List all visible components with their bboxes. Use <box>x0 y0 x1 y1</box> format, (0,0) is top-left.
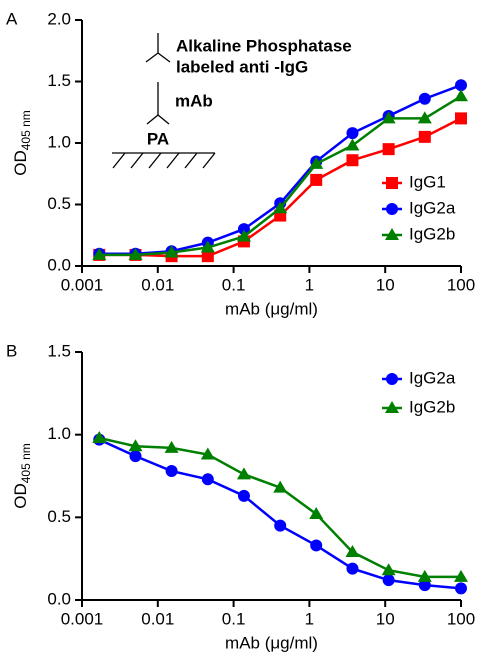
legend-label: IgG1 <box>409 172 446 191</box>
marker <box>418 130 431 143</box>
x-tick-label: 10 <box>376 609 395 628</box>
y-axis-label-sub: 405 nm <box>19 110 33 150</box>
marker <box>418 92 431 105</box>
marker <box>201 250 214 263</box>
marker <box>381 111 396 124</box>
y-tick-label: 2.0 <box>47 9 71 28</box>
x-tick-label: 0.01 <box>141 275 174 294</box>
x-axis-label: mAb (μg/ml) <box>225 633 318 652</box>
marker <box>381 563 396 576</box>
marker <box>310 173 323 186</box>
marker <box>454 569 468 582</box>
inset-diagram <box>112 33 216 169</box>
marker <box>236 229 251 242</box>
legend-label: IgG2a <box>409 198 456 217</box>
marker <box>455 112 467 125</box>
x-tick-label: 0.01 <box>141 609 174 628</box>
x-tick-label: 0.001 <box>61 275 104 294</box>
y-tick-label: 1.5 <box>47 341 71 360</box>
marker <box>345 545 360 558</box>
marker <box>417 111 432 124</box>
marker <box>165 465 178 478</box>
marker <box>346 127 359 140</box>
x-tick-label: 0.1 <box>222 275 246 294</box>
x-tick-label: 100 <box>447 275 475 294</box>
panel-label: B <box>6 341 17 360</box>
marker <box>386 177 398 189</box>
marker <box>309 507 324 520</box>
annotation: labeled anti -IgG <box>176 57 308 76</box>
marker <box>310 539 323 552</box>
marker <box>164 245 179 258</box>
marker <box>418 579 431 592</box>
series-line <box>99 84 462 255</box>
marker <box>386 203 398 215</box>
x-tick-label: 10 <box>376 275 395 294</box>
marker <box>345 138 360 151</box>
marker <box>237 489 250 502</box>
marker <box>201 473 214 486</box>
y-axis-label-main: OD <box>11 150 30 176</box>
marker <box>309 156 324 169</box>
y-axis-label: OD405 nm <box>11 110 33 176</box>
y-tick-label: 0.0 <box>47 589 71 608</box>
y-tick-label: 1.0 <box>47 132 71 151</box>
marker <box>200 240 215 253</box>
marker <box>385 228 399 240</box>
marker <box>274 519 287 532</box>
marker <box>236 467 251 480</box>
series-line <box>98 436 461 579</box>
marker <box>92 247 107 260</box>
y-tick-label: 1.5 <box>47 71 71 90</box>
marker <box>237 223 250 236</box>
series-line <box>99 95 462 257</box>
y-tick-label: 0.0 <box>47 255 71 274</box>
marker <box>273 201 288 214</box>
y-tick-label: 0.5 <box>47 507 71 526</box>
x-tick-label: 1 <box>305 609 314 628</box>
marker <box>128 439 143 452</box>
x-tick-label: 1 <box>305 275 314 294</box>
legend-label: IgG2a <box>409 368 456 387</box>
y-axis-label-sub: 405 nm <box>19 443 33 483</box>
marker <box>128 247 143 260</box>
marker <box>273 480 288 493</box>
marker <box>385 401 399 413</box>
marker <box>346 154 359 167</box>
annotation: Alkaline Phosphatase <box>176 36 352 55</box>
marker <box>382 574 395 587</box>
marker <box>92 430 107 443</box>
panel-label: A <box>6 9 18 28</box>
x-tick-label: 0.1 <box>222 609 246 628</box>
marker <box>164 440 179 453</box>
y-tick-label: 0.5 <box>47 194 71 213</box>
y-axis-label: OD405 nm <box>11 443 33 509</box>
x-tick-label: 0.001 <box>61 609 104 628</box>
series-line <box>98 438 462 590</box>
legend-label: IgG2b <box>409 224 455 243</box>
marker <box>454 89 468 102</box>
annotation: mAb <box>175 91 213 110</box>
y-tick-label: 1.0 <box>47 424 71 443</box>
x-axis-label: mAb (μg/ml) <box>225 299 318 318</box>
marker <box>346 562 359 575</box>
marker <box>455 79 467 92</box>
marker <box>129 450 142 463</box>
marker <box>386 373 398 385</box>
marker <box>200 447 215 460</box>
legend-label: IgG2b <box>409 397 455 416</box>
x-tick-label: 100 <box>447 609 475 628</box>
marker <box>417 569 432 582</box>
annotation: PA <box>147 129 169 148</box>
marker <box>382 143 395 156</box>
marker <box>455 582 467 595</box>
y-axis-label-main: OD <box>11 483 30 509</box>
